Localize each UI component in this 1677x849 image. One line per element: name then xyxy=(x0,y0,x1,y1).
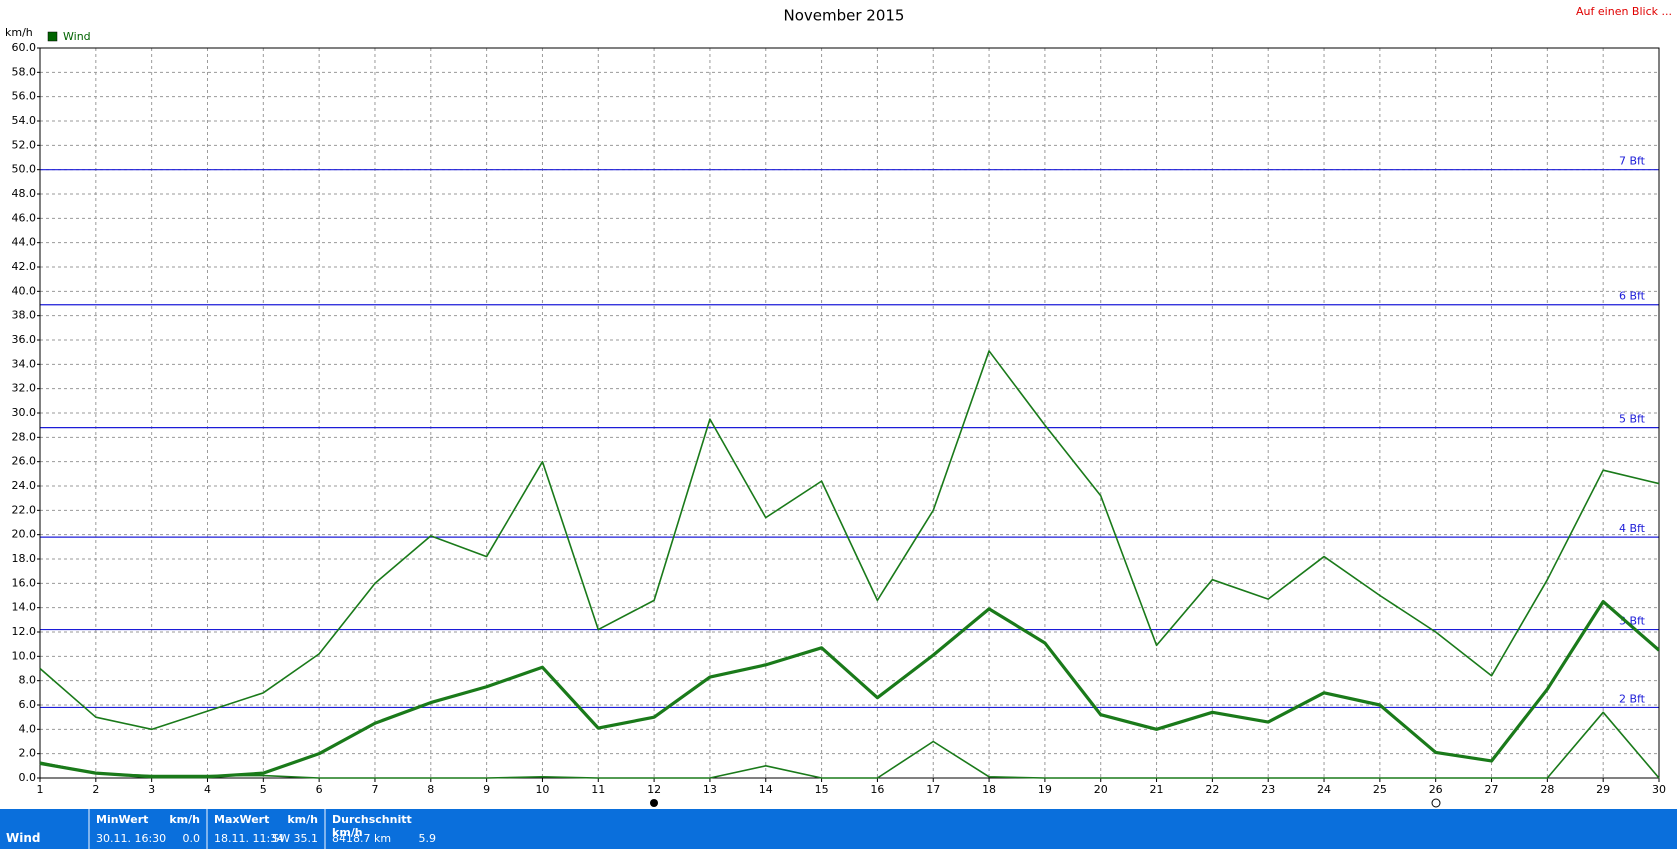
legend-label: Wind xyxy=(63,30,91,43)
beaufort-label: 3 Bft xyxy=(1619,615,1646,628)
y-tick-label: 52.0 xyxy=(12,138,37,151)
x-tick-label: 19 xyxy=(1038,783,1052,796)
panel-value: 5.9 xyxy=(418,832,437,845)
y-tick-label: 24.0 xyxy=(12,479,37,492)
x-tick-label: 12 xyxy=(647,783,661,796)
y-tick-label: 12.0 xyxy=(12,625,37,638)
summary-bar: Wind MinWert km/h 30.11. 16:30 0.0 MaxWert km… xyxy=(0,809,1677,849)
panel-unit: km/h xyxy=(287,813,318,826)
y-tick-label: 42.0 xyxy=(12,260,37,273)
y-tick-label: 0.0 xyxy=(19,771,37,784)
y-tick-label: 50.0 xyxy=(12,163,37,176)
y-tick-label: 48.0 xyxy=(12,187,37,200)
chart: November 2015 Auf einen Blick ... km/h 0… xyxy=(5,5,1672,808)
x-tick-label: 20 xyxy=(1094,783,1108,796)
wind-line xyxy=(39,350,1660,731)
beaufort-label: 2 Bft xyxy=(1619,692,1646,705)
x-tick-label: 30 xyxy=(1652,783,1666,796)
panel-title: Durchschnitt km/h xyxy=(332,813,412,839)
y-tick-label: 60.0 xyxy=(12,41,37,54)
x-tick-label: 26 xyxy=(1429,783,1443,796)
wind-line xyxy=(39,599,1661,779)
beaufort-label: 6 Bft xyxy=(1619,290,1646,303)
x-tick-label: 28 xyxy=(1540,783,1554,796)
y-tick-label: 32.0 xyxy=(12,382,37,395)
y-tick-label: 54.0 xyxy=(12,114,37,127)
overview-link[interactable]: Auf einen Blick ... xyxy=(1576,5,1672,18)
moon-icon xyxy=(1431,798,1441,808)
x-tick-label: 23 xyxy=(1261,783,1275,796)
y-tick-label: 16.0 xyxy=(12,576,37,589)
y-tick-label: 2.0 xyxy=(19,747,37,760)
x-tick-label: 18 xyxy=(982,783,996,796)
x-tick-label: 5 xyxy=(260,783,267,796)
x-tick-label: 9 xyxy=(483,783,490,796)
y-tick-label: 38.0 xyxy=(12,309,37,322)
y-tick-label: 30.0 xyxy=(12,406,37,419)
y-tick-label: 40.0 xyxy=(12,284,37,297)
y-tick-label: 20.0 xyxy=(12,528,37,541)
x-tick-label: 15 xyxy=(815,783,829,796)
panel-title: MaxWert xyxy=(214,813,270,826)
panel-value: 0.0 xyxy=(182,832,201,845)
x-tick-label: 2 xyxy=(92,783,99,796)
beaufort-label: 4 Bft xyxy=(1619,522,1646,535)
y-tick-label: 6.0 xyxy=(19,698,37,711)
chart-title: November 2015 xyxy=(784,7,905,25)
y-axis-label: km/h xyxy=(5,26,33,39)
beaufort-label: 7 Bft xyxy=(1619,155,1646,168)
y-tick-label: 44.0 xyxy=(12,236,37,249)
panel-date: 8418.7 km xyxy=(332,832,392,845)
beaufort-label: 5 Bft xyxy=(1619,413,1646,426)
x-tick-label: 14 xyxy=(759,783,773,796)
panel-unit: km/h xyxy=(169,813,200,826)
y-tick-label: 34.0 xyxy=(12,357,37,370)
panel-date: 30.11. 16:30 xyxy=(96,832,167,845)
panel-value: SW 35.1 xyxy=(272,832,318,845)
x-tick-label: 16 xyxy=(870,783,884,796)
x-tick-label: 3 xyxy=(148,783,155,796)
summary-panel: Durchschnitt km/h 8418.7 km 5.9 xyxy=(324,809,442,849)
x-tick-label: 10 xyxy=(535,783,549,796)
x-tick-label: 11 xyxy=(591,783,605,796)
x-tick-label: 4 xyxy=(204,783,211,796)
x-tick-label: 25 xyxy=(1373,783,1387,796)
summary-panel: MinWert km/h 30.11. 16:30 0.0 xyxy=(88,809,206,849)
x-tick-label: 27 xyxy=(1485,783,1499,796)
x-tick-label: 8 xyxy=(427,783,434,796)
legend-swatch xyxy=(47,31,58,42)
panel-title: MinWert xyxy=(96,813,149,826)
panel-date: 18.11. 11:34 xyxy=(214,832,285,845)
y-tick-label: 26.0 xyxy=(12,455,37,468)
moon-icon xyxy=(650,799,658,807)
x-tick-label: 17 xyxy=(926,783,940,796)
y-tick-label: 8.0 xyxy=(19,674,37,687)
y-tick-label: 4.0 xyxy=(19,722,37,735)
x-tick-label: 29 xyxy=(1596,783,1610,796)
y-tick-label: 56.0 xyxy=(12,90,37,103)
y-tick-label: 10.0 xyxy=(12,649,37,662)
y-tick-label: 14.0 xyxy=(12,601,37,614)
y-tick-label: 28.0 xyxy=(12,430,37,443)
y-tick-label: 22.0 xyxy=(12,503,37,516)
x-tick-label: 22 xyxy=(1205,783,1219,796)
y-tick-label: 36.0 xyxy=(12,333,37,346)
x-tick-label: 24 xyxy=(1317,783,1331,796)
x-tick-label: 13 xyxy=(703,783,717,796)
x-tick-label: 1 xyxy=(37,783,44,796)
x-tick-label: 6 xyxy=(316,783,323,796)
row-label: Wind xyxy=(6,831,41,845)
y-tick-label: 18.0 xyxy=(12,552,37,565)
wind-line xyxy=(39,711,1660,779)
y-tick-label: 46.0 xyxy=(12,211,37,224)
summary-panel: MaxWert km/h 18.11. 11:34 SW 35.1 xyxy=(206,809,324,849)
x-tick-label: 21 xyxy=(1150,783,1164,796)
x-tick-label: 7 xyxy=(371,783,378,796)
y-tick-label: 58.0 xyxy=(12,65,37,78)
